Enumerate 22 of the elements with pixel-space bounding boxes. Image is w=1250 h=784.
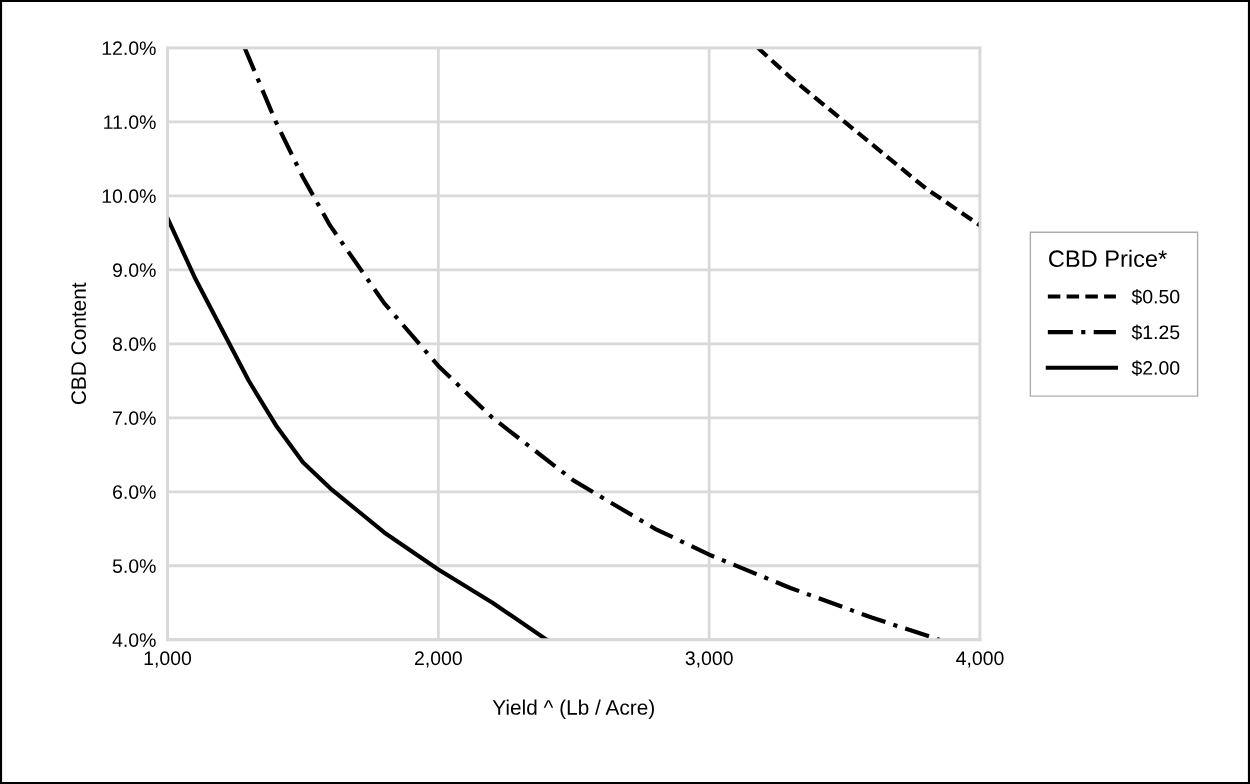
y-tick-label: 4.0% xyxy=(112,633,156,647)
line-series xyxy=(242,47,942,640)
y-tick-label: 6.0% xyxy=(113,485,156,499)
x-axis-title: Yield ^ (Lb / Acre) xyxy=(492,699,654,719)
legend-label: $2.00 xyxy=(1131,360,1180,376)
x-tick-label: 2,000 xyxy=(414,651,462,668)
line-series xyxy=(167,215,549,640)
y-axis-title: CBD Content xyxy=(71,282,87,405)
legend-title: CBD Price* xyxy=(1049,249,1167,268)
x-tick-label: 1,000 xyxy=(144,651,192,668)
y-tick-label: 5.0% xyxy=(112,559,156,573)
x-tick-label: 3,000 xyxy=(685,651,733,668)
y-tick-label: 12.0% xyxy=(102,41,156,56)
y-tick-label: 7.0% xyxy=(113,411,156,426)
x-tick-label: 4,000 xyxy=(956,651,1004,668)
y-tick-label: 11.0% xyxy=(104,115,156,130)
line-series xyxy=(755,47,980,228)
y-tick-label: 8.0% xyxy=(112,337,156,352)
y-tick-label: 10.0% xyxy=(102,189,156,204)
legend-label: $1.25 xyxy=(1131,324,1180,341)
legend-label: $0.50 xyxy=(1131,288,1180,305)
y-tick-label: 9.0% xyxy=(112,263,156,278)
